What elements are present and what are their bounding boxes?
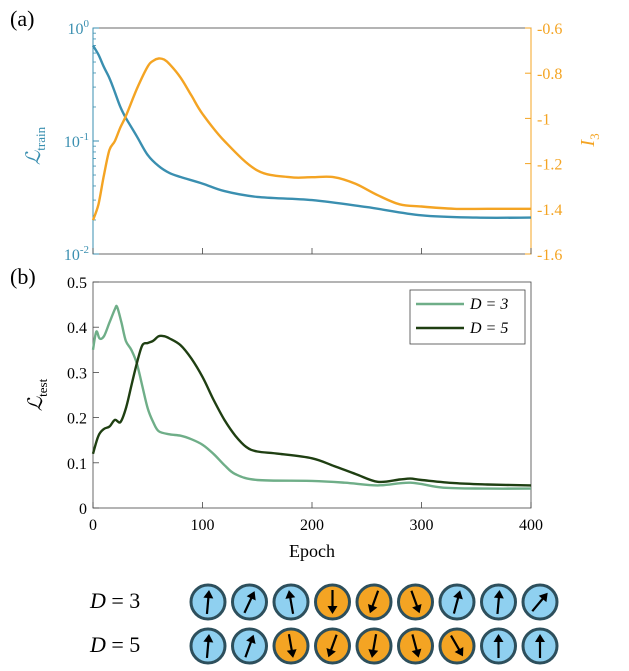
spin-arrow-head (285, 590, 296, 599)
spin-arrow-shaft (244, 639, 253, 658)
panel-b-ylabel: ℒtest (25, 378, 50, 411)
legend-label-d3: D = 3 (469, 296, 508, 313)
spin-arrow-shaft (205, 594, 210, 615)
panel-b-series-d5 (91, 334, 532, 487)
spin-1 (189, 583, 227, 621)
spin-7 (438, 583, 476, 621)
right-tick-label: -1 (537, 111, 550, 128)
left-tick-label: 0.5 (67, 275, 87, 292)
legend-box (409, 289, 526, 345)
right-tick-label: -1.4 (537, 202, 562, 219)
spin-arrow-shaft (288, 594, 295, 615)
spin-arrow-head (493, 590, 504, 599)
spin-chain-d3 (189, 583, 559, 621)
bottom-tick-label: 0 (89, 517, 97, 534)
spin-3 (272, 583, 310, 621)
panel-b-legend: D = 3 D = 5 (409, 289, 526, 345)
left-tick-label: 10-2 (64, 244, 89, 264)
panel-a-bottom-ticks (92, 248, 532, 254)
bottom-tick-label: 300 (410, 517, 434, 534)
spin-6 (397, 627, 434, 665)
spin-chains: D = 3 D = 5 (89, 583, 559, 665)
spin-arrow-shaft (450, 635, 462, 653)
spin-3 (272, 627, 310, 665)
spin-arrow-head (412, 604, 422, 614)
spin-8 (480, 627, 517, 665)
left-tick-label: 100 (68, 18, 90, 38)
right-tick-label: -0.6 (537, 21, 562, 38)
right-tick-label: -1.6 (537, 247, 562, 264)
spin-arrow-shaft (287, 633, 294, 654)
spin-chain-d5 (189, 627, 559, 665)
panel-a-series-train-loss (91, 44, 532, 219)
spin-arrow-head (203, 590, 214, 599)
spin-arrow-shaft (243, 595, 254, 614)
spin-arrow-head (203, 634, 214, 643)
spin-8 (480, 583, 517, 621)
panel-a-left-ticks: 100 10-1 10-2 (64, 18, 99, 264)
panel-a-left-ylabel: ℒtrain (23, 126, 48, 165)
panel-b: (b) 0 0.1 0.2 0.3 0.4 0.5 0 100 200 300 400 Epoch… (10, 264, 543, 561)
spin-arrow-shaft (370, 590, 380, 609)
spin-arrow-head (246, 634, 256, 644)
spin-7 (438, 627, 476, 665)
spin-arrow-head (246, 591, 256, 601)
spin-arrow-head (326, 648, 336, 658)
panel-a-right-ticks: -0.6 -0.8 -1 -1.2 -1.4 -1.6 (525, 21, 562, 264)
spin-1 (189, 627, 227, 665)
spin-arrow-head (327, 606, 338, 614)
spin-arrow-head (453, 590, 463, 600)
bottom-tick-label: 100 (191, 517, 215, 534)
spin-arrow-head (538, 592, 548, 603)
spin-5 (355, 583, 393, 621)
spin-5 (355, 627, 393, 665)
spin-arrow-head (411, 648, 422, 658)
right-tick-label: -1.2 (537, 157, 562, 174)
spin-6 (397, 583, 434, 621)
panel-b-bottom-ticks: 0 100 200 300 400 (89, 502, 543, 534)
panel-a: (a) 100 10-1 10-2 -0.6 -0.8 -1 -1.2 -1.4 -1.6 ℒ… (10, 6, 602, 264)
spin-4 (314, 583, 351, 621)
spin-arrow-shaft (205, 638, 210, 659)
panel-a-label: (a) (10, 6, 34, 31)
spin-9 (521, 627, 559, 665)
spin-arrow-shaft (531, 595, 546, 612)
spin-arrow-head (535, 634, 545, 642)
spin-2 (231, 583, 268, 621)
spin-arrow-head (493, 634, 504, 642)
bottom-tick-label: 200 (300, 517, 324, 534)
left-tick-label: 0 (79, 501, 87, 518)
panel-a-series-i3 (91, 57, 531, 221)
right-tick-label: -0.8 (537, 66, 562, 83)
spin-arrow-head (368, 649, 379, 658)
spin-arrow-head (454, 646, 464, 657)
panel-a-frame (92, 27, 532, 255)
panel-b-left-ticks: 0 0.1 0.2 0.3 0.4 0.5 (67, 275, 99, 518)
panel-b-label: (b) (10, 264, 36, 289)
left-tick-label: 0.1 (67, 456, 87, 473)
left-tick-label: 10-1 (64, 131, 89, 151)
spin-arrow-shaft (411, 634, 419, 654)
bottom-tick-label: 400 (519, 517, 543, 534)
left-tick-label: 0.3 (67, 365, 87, 382)
spin-arrow-shaft (410, 590, 419, 609)
panel-b-xlabel: Epoch (289, 541, 335, 561)
spin-4 (314, 627, 351, 665)
spin-arrow-shaft (496, 594, 501, 615)
left-tick-label: 0.2 (67, 411, 87, 428)
spin-arrow-shaft (371, 633, 378, 654)
panel-b-series-d3 (91, 304, 532, 490)
spin-arrow-shaft (452, 594, 460, 614)
panel-a-right-ylabel: I3 (577, 133, 602, 147)
left-tick-label: 0.4 (67, 320, 87, 337)
spin-9 (521, 583, 559, 621)
spin-2 (231, 627, 268, 665)
legend-label-d5: D = 5 (469, 320, 508, 337)
spin-chain-label-d3: D = 3 (89, 588, 140, 613)
spin-chain-label-d5: D = 5 (89, 632, 140, 657)
spin-arrow-head (367, 604, 378, 614)
spin-arrow-head (286, 649, 297, 658)
spin-arrow-shaft (329, 634, 338, 653)
